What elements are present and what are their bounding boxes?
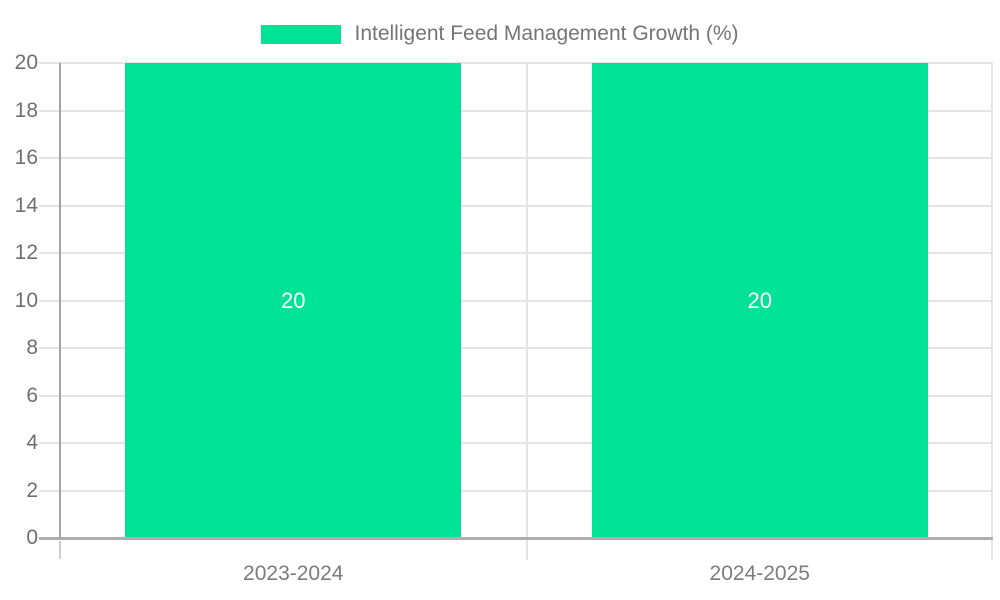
y-tick-label: 20	[14, 51, 38, 74]
gridline-y6	[39, 394, 993, 397]
x-tick-label: 2024-2025	[709, 562, 810, 585]
legend-swatch	[261, 24, 342, 44]
gridline-y12	[39, 252, 993, 254]
plot-area: 20 20	[39, 62, 993, 560]
y-axis-tick	[59, 541, 61, 559]
gridline-y20	[39, 62, 993, 64]
bar-data-label: 20	[747, 287, 772, 313]
gridline-y2	[39, 489, 993, 492]
gridline-y10	[39, 299, 993, 302]
bar-2024-2025[interactable]	[591, 63, 928, 538]
gridline-y16	[39, 157, 993, 159]
y-tick-label: 12	[14, 241, 38, 264]
y-tick-label: 4	[26, 431, 38, 454]
y-tick-label: 18	[14, 98, 38, 122]
y-tick-label: 0	[26, 526, 38, 549]
gridline-y4	[39, 442, 993, 444]
gridline-y14	[39, 204, 993, 207]
legend[interactable]: Intelligent Feed Management Growth (%)	[0, 23, 1000, 45]
gridline-y18	[39, 109, 993, 112]
bar-2023-2024[interactable]	[125, 63, 462, 538]
x-axis-line	[39, 536, 993, 540]
legend-label: Intelligent Feed Management Growth (%)	[354, 22, 739, 45]
y-tick-label: 10	[14, 288, 38, 312]
y-tick-label: 14	[14, 193, 38, 217]
gridline-y8	[39, 347, 993, 349]
y-tick-label: 16	[14, 146, 38, 169]
plot-right-border	[991, 63, 993, 560]
category-divider-line	[525, 63, 528, 560]
y-tick-label: 2	[26, 478, 38, 502]
y-axis-line	[59, 63, 61, 538]
bar-data-label: 20	[281, 287, 306, 313]
y-tick-label: 6	[26, 383, 38, 407]
y-tick-label: 8	[26, 336, 38, 359]
x-tick-label: 2023-2024	[243, 562, 344, 585]
